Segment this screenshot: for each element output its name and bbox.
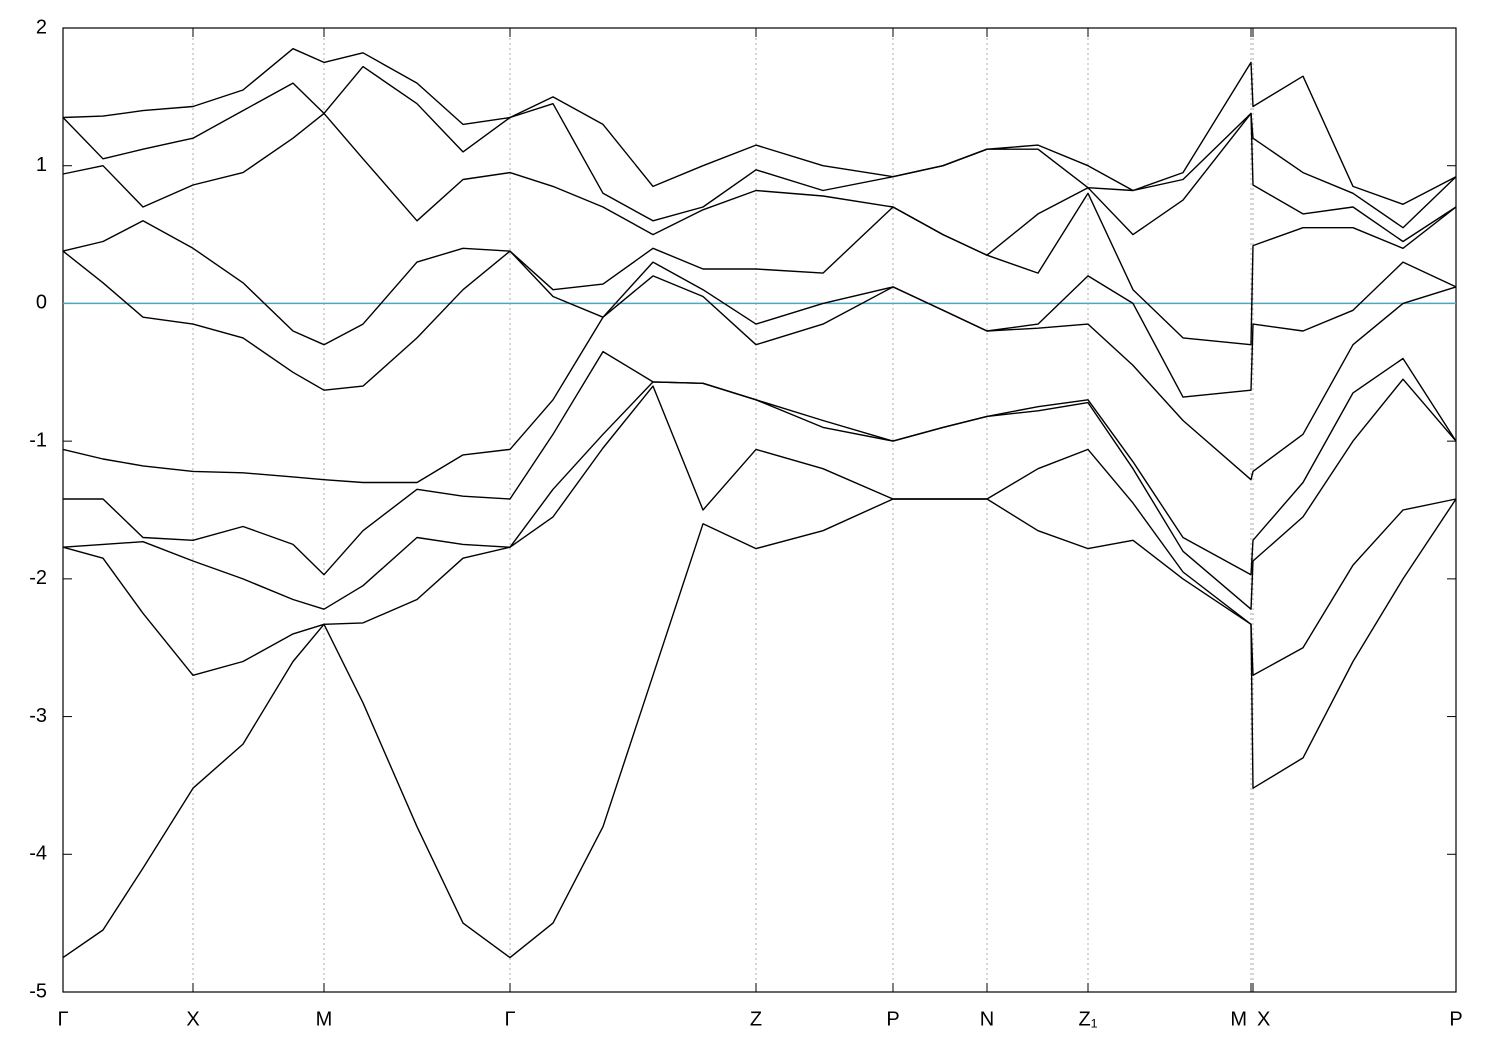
- band-line: [63, 350, 1457, 576]
- band-line: [62, 498, 1457, 959]
- y-tick-label: -3: [29, 705, 47, 727]
- band-line: [62, 65, 1457, 229]
- y-tick-label: 2: [36, 16, 47, 38]
- plot-frame: [62, 27, 1457, 993]
- x-tick-label: Z₁: [1079, 1008, 1098, 1030]
- x-tick-label: P: [886, 1008, 899, 1030]
- band-line: [62, 385, 1457, 676]
- y-tick-label: -2: [29, 567, 47, 589]
- band-line: [62, 48, 1457, 205]
- y-tick-label: 0: [36, 292, 47, 314]
- band-line: [62, 250, 1457, 398]
- x-tick-label: N: [980, 1008, 994, 1030]
- x-tick-label: X: [1257, 1008, 1270, 1030]
- x-tick-label: P: [1449, 1008, 1462, 1030]
- band-line: [62, 378, 1457, 610]
- band-line: [62, 275, 1457, 484]
- x-tick-label: Γ: [504, 1008, 515, 1030]
- band-line: [62, 192, 1457, 346]
- y-tick-label: -1: [29, 429, 47, 451]
- band-line: [62, 112, 1457, 256]
- y-tick-label: -4: [29, 843, 47, 865]
- x-tick-label: M: [1230, 1008, 1247, 1030]
- x-tick-label: Z: [750, 1008, 762, 1030]
- x-tick-label: Γ: [57, 1008, 68, 1030]
- y-tick-label: -5: [29, 980, 47, 1002]
- x-tick-label: M: [316, 1008, 333, 1030]
- x-tick-label: X: [186, 1008, 199, 1030]
- y-tick-label: 1: [36, 154, 47, 176]
